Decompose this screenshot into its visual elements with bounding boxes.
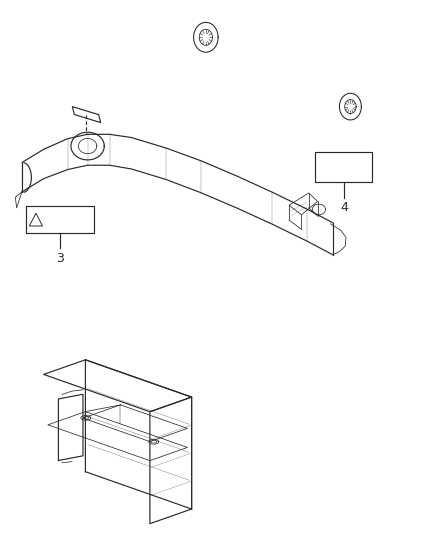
Text: 4: 4	[340, 201, 348, 214]
Text: 3: 3	[57, 252, 64, 264]
